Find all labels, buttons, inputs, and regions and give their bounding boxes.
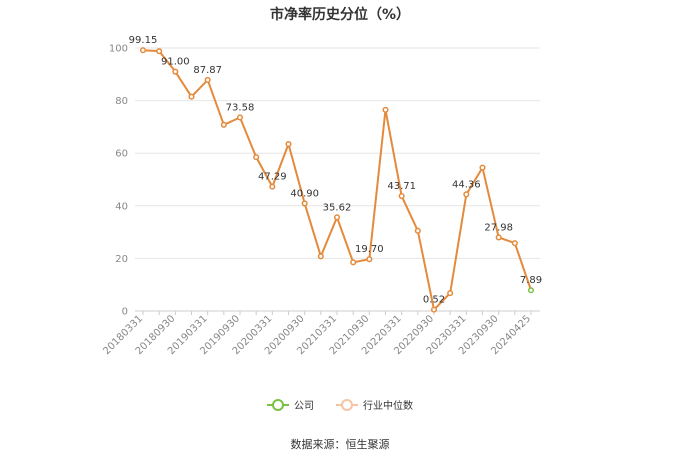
data-point [253,154,260,161]
data-point [527,287,535,294]
chart-title: 市净率历史分位（%） [269,7,411,23]
data-point [204,76,211,83]
legend-label-company: 公司 [294,401,314,412]
data-label: 87.87 [193,65,222,76]
data-point [236,114,244,121]
data-point [495,234,502,241]
data-label: 44.36 [452,179,481,190]
data-point [398,192,405,200]
data-label: 40.90 [290,188,319,199]
data-point [447,290,454,297]
data-source: 数据来源：恒生聚源 [290,438,390,451]
legend-item-industry-median[interactable]: 行业中位数 [336,397,413,412]
x-axis-tick-labels: 2018033120180930201903312019093020200331… [101,313,533,357]
legend-swatch-company [267,398,289,411]
data-label: 35.62 [323,202,352,213]
data-label: 91.00 [161,57,190,68]
data-label: 7.89 [520,275,542,286]
data-point [382,106,389,113]
legend: 公司 行业中位数 [0,397,680,412]
data-label: 27.98 [484,222,513,233]
legend-item-company[interactable]: 公司 [267,397,314,412]
y-axis-tick-labels: 0 20 40 60 80 100 [109,44,128,318]
y-tick-label: 80 [115,96,128,107]
data-point [172,68,179,75]
y-tick-label: 0 [122,307,128,318]
data-point [285,140,292,148]
data-point [366,256,373,263]
data-point [333,214,341,221]
data-point [414,227,421,234]
data-point [317,253,324,260]
x-axis [135,310,540,315]
grid-lines [135,47,540,259]
data-label: 47.29 [258,172,287,183]
legend-label-industry-median: 行业中位数 [363,401,413,412]
data-point [220,121,227,128]
y-tick-label: 20 [115,254,128,265]
data-point [350,259,357,266]
data-label: 99.15 [129,35,158,46]
data-point [511,240,518,247]
y-tick-label: 60 [115,149,128,160]
data-point [479,164,486,171]
data-point [139,47,147,54]
data-point [301,200,308,207]
data-point [269,183,276,190]
data-point [188,93,195,100]
data-point [430,306,438,313]
data-point [463,191,470,198]
legend-swatch-industry-median [336,398,358,411]
data-label: 0.52 [423,295,445,306]
data-label: 73.58 [226,102,255,113]
series-company [139,47,535,313]
line-chart: 0 20 40 60 80 100 201803312018093020190331201… [101,35,542,357]
data-point [156,48,163,55]
y-tick-label: 100 [109,44,128,55]
y-tick-label: 40 [115,201,128,212]
data-label: 19.70 [355,244,384,255]
data-label: 43.71 [387,181,416,192]
